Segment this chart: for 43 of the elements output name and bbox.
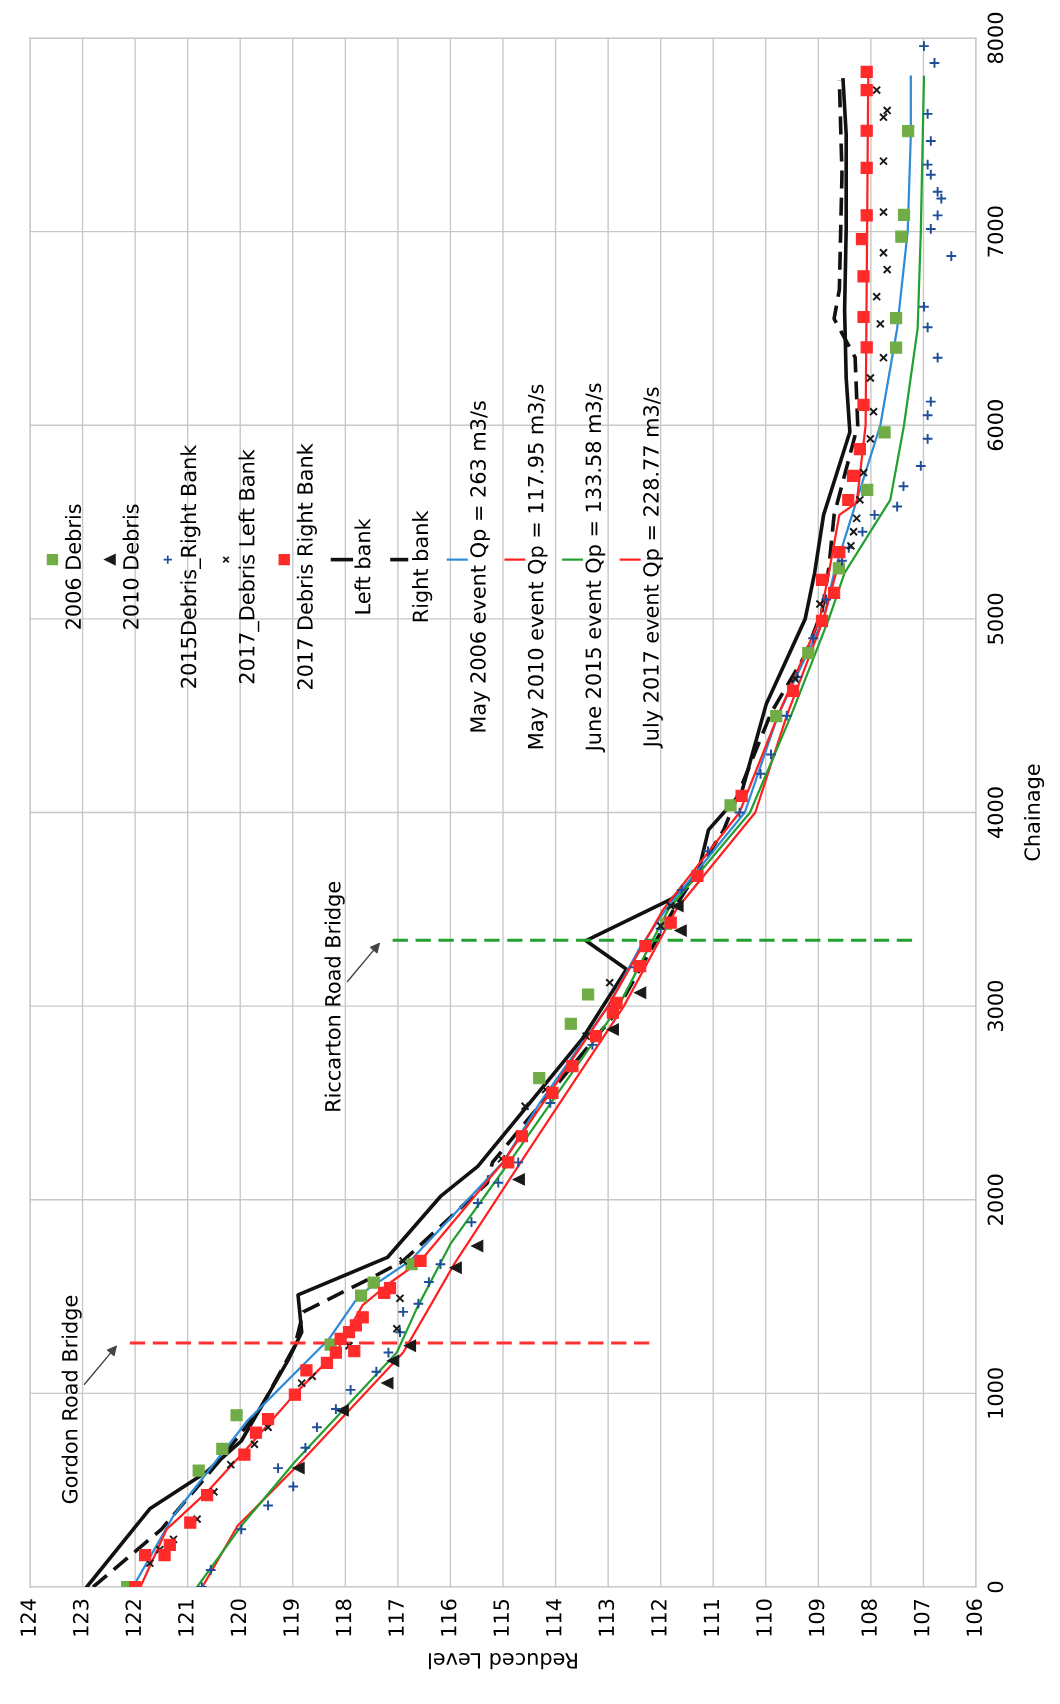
x-tick-label: 117: [388, 1599, 404, 1636]
x-axis-title: Reduced Level: [429, 1653, 577, 1670]
y-tick-label: 6000: [987, 400, 1004, 451]
x-tick-label: 124: [20, 1599, 36, 1636]
x-tick-label: 113: [598, 1599, 615, 1636]
legend-label: Right bank: [412, 510, 433, 622]
legend-label: May 2010 event Qp = 117.95 m3/s: [527, 384, 548, 749]
x-tick-label: 123: [72, 1599, 89, 1636]
x-tick-label: 114: [546, 1599, 562, 1636]
x-tick-label: 118: [335, 1599, 352, 1636]
legend-label: 2015Debris_Right Bank: [180, 444, 202, 688]
y-tick-label: 7000: [987, 206, 1004, 257]
legend-label: June 2015 event Qp = 133.58 m3/s: [585, 383, 606, 753]
x-tick-label: 107: [913, 1599, 930, 1636]
legend-label: 2006 Debris: [64, 504, 82, 629]
y-tick-label: 0: [987, 1581, 1004, 1593]
legend-label: 2010 Debris: [122, 504, 139, 629]
y-tick-label: 2000: [987, 1174, 1004, 1225]
y-tick-label: 8000: [987, 12, 1004, 64]
legend-label: July 2017 event Qp = 228.77 m3/s: [642, 387, 663, 749]
annotation: Gordon Road Bridge: [61, 1295, 82, 1504]
annotation: Riccarton Road Bridge: [324, 881, 345, 1111]
y-tick-label: 1000: [987, 1368, 1004, 1418]
legend-label: 2017_Debris Left Bank: [238, 449, 260, 684]
x-tick-label: 111: [703, 1600, 719, 1636]
x-tick-label: 121: [177, 1600, 194, 1636]
x-tick-label: 110: [756, 1599, 772, 1636]
y-axis-title: Chainage: [1023, 764, 1045, 861]
y-tick-label: 5000: [987, 593, 1004, 644]
legend-label: Left bank: [354, 518, 371, 614]
y-tick-label: 3000: [987, 981, 1004, 1032]
x-tick-label: 122: [125, 1600, 141, 1636]
x-tick-label: 109: [808, 1599, 825, 1636]
x-tick-label: 115: [493, 1599, 510, 1636]
x-tick-label: 108: [861, 1599, 877, 1636]
x-tick-label: 106: [966, 1599, 983, 1636]
x-tick-label: 120: [230, 1599, 247, 1636]
legend-label: 2017 Debris Right Bank: [296, 443, 317, 690]
x-tick-label: 112: [650, 1600, 667, 1636]
legend-label: May 2006 event Qp = 263 m3/s: [470, 401, 490, 732]
x-tick-label: 119: [283, 1599, 299, 1636]
y-tick-label: 4000: [987, 787, 1004, 838]
x-tick-label: 116: [440, 1599, 457, 1636]
